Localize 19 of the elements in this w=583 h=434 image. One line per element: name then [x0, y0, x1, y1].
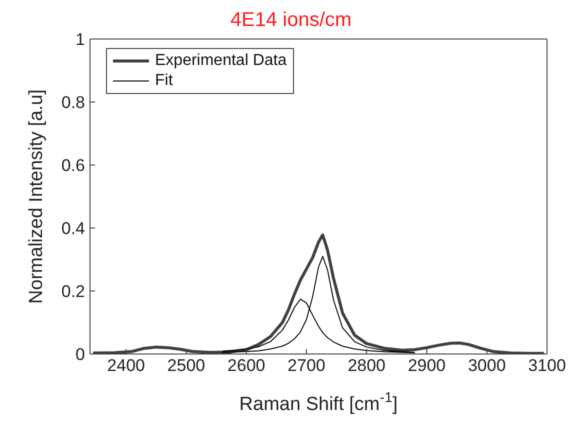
- x-tick-label: 3000: [468, 356, 506, 376]
- y-tick-label: 0: [76, 345, 85, 364]
- x-tick-label: 3100: [528, 356, 566, 376]
- x-tick-label: 2700: [288, 356, 326, 376]
- legend-label: Experimental Data: [155, 51, 287, 71]
- x-tick-label: 2900: [408, 356, 446, 376]
- y-tick-label: 0.2: [61, 282, 85, 302]
- y-axis-title: Normalized Intensity [a.u]: [26, 89, 47, 304]
- chart-title: 4E14 ions/cm: [229, 8, 353, 32]
- x-tick-label: 2400: [107, 356, 145, 376]
- y-tick-label: 0.6: [61, 156, 85, 176]
- legend-label: Fit: [155, 71, 173, 91]
- y-tick-label: 0.4: [61, 219, 85, 238]
- x-tick-label: 2500: [167, 356, 206, 376]
- y-tick-label: 1: [76, 30, 85, 50]
- x-tick-label: 2800: [348, 356, 386, 376]
- y-tick-label: 0.8: [61, 93, 85, 112]
- x-axis-title: Raman Shift [cm$^{-1}$]: [239, 390, 398, 415]
- x-tick-label: 2600: [227, 356, 266, 376]
